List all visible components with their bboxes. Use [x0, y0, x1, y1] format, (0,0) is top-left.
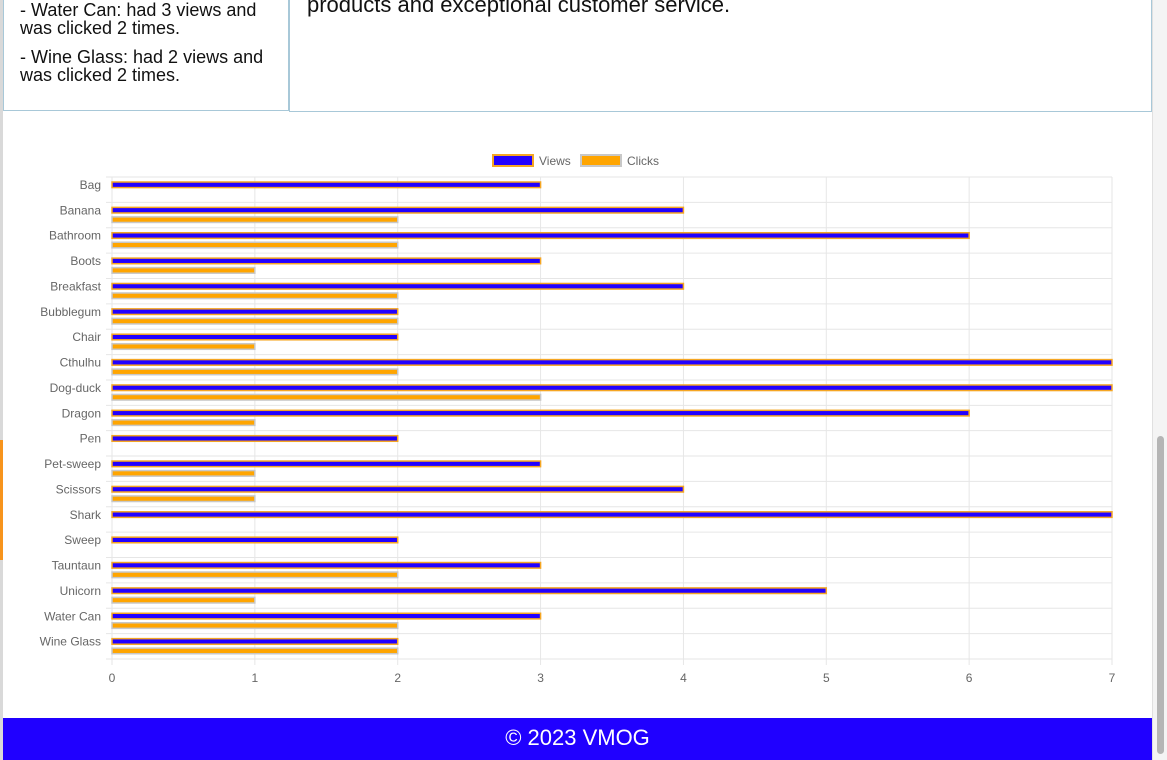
views-bar — [111, 308, 399, 316]
y-tick-label: Cthulhu — [60, 356, 101, 370]
footer-copyright: © 2023 VMOG — [505, 725, 650, 750]
main-content: - Water Can: had 3 views and was clicked… — [3, 0, 1152, 760]
views-bar — [111, 460, 542, 468]
views-bar — [111, 358, 1113, 366]
views-bar — [111, 612, 542, 620]
clicks-bar — [111, 571, 399, 579]
summary-list-box: - Water Can: had 3 views and was clicked… — [3, 0, 289, 111]
summary-item-wine-glass: - Wine Glass: had 2 views and was clicke… — [20, 47, 264, 85]
clicks-bar — [111, 241, 399, 249]
summary-item-water-can: - Water Can: had 3 views and was clicked… — [20, 0, 257, 38]
clicks-bar — [111, 495, 256, 503]
views-bar — [111, 637, 399, 645]
x-tick-label: 3 — [537, 671, 544, 685]
y-tick-label: Water Can — [44, 609, 101, 623]
x-tick-label: 5 — [823, 671, 830, 685]
x-tick-label: 1 — [252, 671, 259, 685]
y-tick-label: Bathroom — [49, 229, 101, 243]
intro-box: products and exceptional customer servic… — [289, 0, 1152, 112]
clicks-bar — [111, 292, 399, 300]
clicks-bar — [111, 469, 256, 477]
clicks-bar — [111, 266, 256, 274]
views-bar — [111, 231, 970, 240]
left-edge — [0, 0, 3, 760]
y-tick-label: Scissors — [56, 482, 101, 496]
x-tick-label: 6 — [966, 671, 973, 685]
y-tick-label: Boots — [70, 254, 101, 268]
views-bar — [111, 536, 399, 544]
y-tick-label: Pen — [80, 432, 101, 446]
y-tick-label: Chair — [72, 330, 101, 344]
x-tick-label: 2 — [394, 671, 401, 685]
legend-swatch-views — [492, 154, 534, 167]
scrollbar-thumb[interactable] — [1157, 436, 1164, 754]
y-tick-label: Breakfast — [50, 279, 101, 293]
views-bar — [111, 434, 399, 443]
clicks-bar — [111, 596, 256, 604]
clicks-bar — [111, 419, 256, 427]
views-bar — [111, 333, 399, 341]
y-tick-label: Bag — [80, 178, 101, 192]
y-tick-label: Wine Glass — [40, 635, 101, 649]
views-bar — [111, 511, 1113, 519]
views-bar — [111, 409, 970, 417]
x-tick-label: 7 — [1109, 671, 1116, 685]
y-tick-label: Dog-duck — [50, 381, 102, 395]
clicks-bar — [111, 393, 542, 401]
y-tick-label: Pet-sweep — [44, 457, 101, 471]
clicks-bar — [111, 368, 399, 376]
x-tick-label: 0 — [109, 671, 116, 685]
views-bar — [111, 587, 828, 595]
views-bar — [111, 485, 685, 493]
summary-section: - Water Can: had 3 views and was clicked… — [3, 0, 1152, 112]
left-edge-accent — [0, 440, 3, 560]
clicks-bar — [111, 622, 399, 630]
y-tick-label: Bubblegum — [40, 305, 101, 319]
x-tick-label: 4 — [680, 671, 687, 685]
legend-label-views: Views — [539, 154, 571, 168]
y-tick-label: Unicorn — [60, 584, 101, 598]
footer: © 2023 VMOG — [3, 718, 1152, 760]
views-bar — [111, 561, 542, 569]
chart-container: 0 1 2 3 4 5 6 7 Bag Banana Bathroom Boots Breakfast B… — [3, 126, 1152, 716]
views-bar — [111, 384, 1113, 392]
views-clicks-chart: 0 1 2 3 4 5 6 7 Bag Banana Bathroom Boots Breakfast B… — [40, 154, 1116, 685]
y-tick-label: Sweep — [64, 533, 101, 547]
y-tick-label: Banana — [60, 203, 102, 217]
clicks-bar — [111, 647, 399, 655]
views-bar — [111, 181, 542, 189]
views-bar — [111, 282, 685, 290]
y-tick-label: Tauntaun — [52, 559, 101, 573]
y-tick-label: Dragon — [62, 406, 101, 420]
y-tick-label: Shark — [70, 508, 102, 522]
clicks-bar — [111, 317, 399, 325]
legend-swatch-clicks — [580, 154, 622, 167]
intro-text: products and exceptional customer servic… — [307, 0, 731, 17]
views-bar — [111, 257, 542, 265]
vertical-scrollbar[interactable] — [1152, 0, 1167, 760]
clicks-bar — [111, 342, 256, 351]
clicks-bar — [111, 216, 399, 224]
legend-label-clicks: Clicks — [627, 154, 659, 168]
views-bar — [111, 206, 685, 214]
